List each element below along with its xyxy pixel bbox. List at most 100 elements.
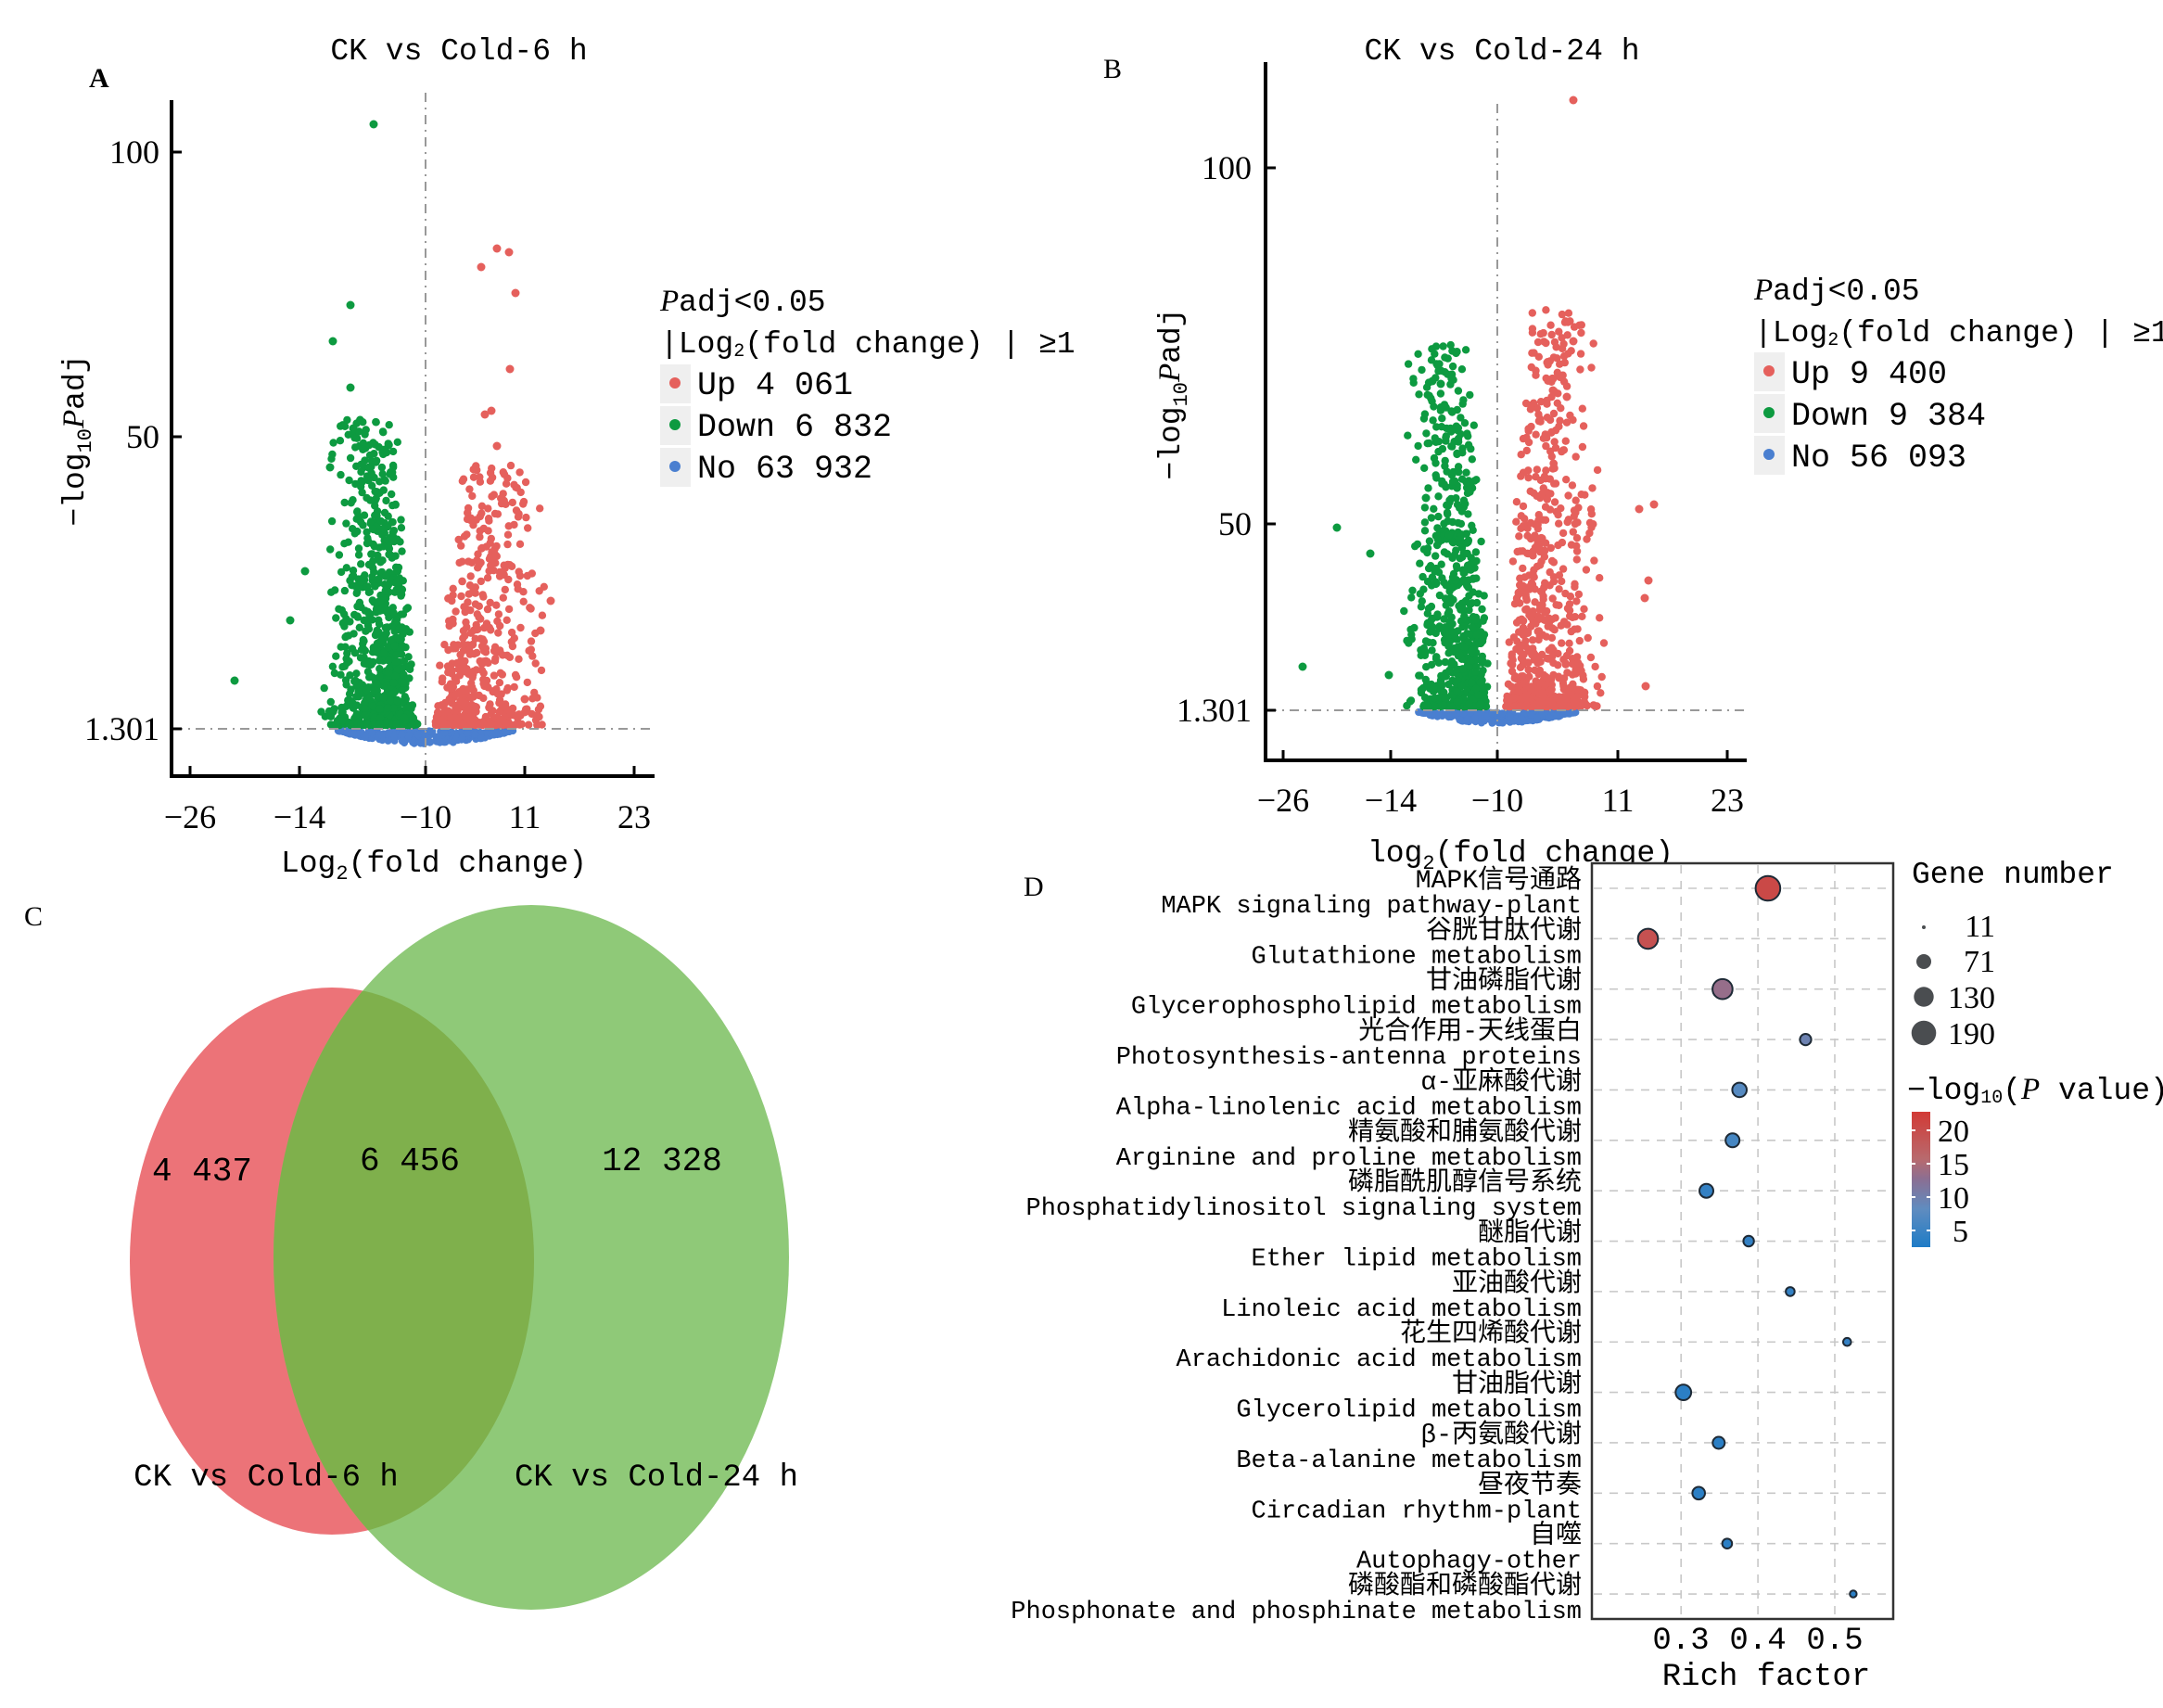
point-up [1533, 338, 1543, 347]
point-up [510, 682, 518, 692]
legend-label-up: Up 4 061 [697, 367, 853, 404]
size-key-label: 11 [1965, 910, 1995, 944]
point-down [358, 488, 366, 497]
point-down [364, 560, 374, 569]
point-up [463, 530, 471, 539]
point-up [464, 503, 473, 513]
bubble [1724, 1132, 1741, 1149]
y-axis-label-prefix: −log [1154, 406, 1189, 479]
legend-item-down: Down 6 832 [660, 406, 892, 446]
point-up [1548, 624, 1557, 632]
point-down [1431, 564, 1441, 573]
colorbar-label: 10 [1938, 1181, 1969, 1216]
chart-title-b: CK vs Cold-24 h [1364, 34, 1639, 69]
point-down [1429, 416, 1437, 425]
point-down [1424, 564, 1433, 573]
x-tick-label: 23 [1711, 782, 1744, 819]
point-up [1549, 459, 1559, 468]
point-up [1539, 592, 1547, 601]
point-down [1439, 342, 1447, 351]
point-up [1532, 430, 1540, 439]
point-down [363, 528, 371, 536]
point-up [528, 652, 537, 660]
point-down [392, 720, 401, 729]
point-up [461, 607, 469, 617]
point-down [380, 580, 389, 589]
point-up [1517, 472, 1525, 480]
point-down [1448, 583, 1457, 593]
point-down [365, 440, 374, 450]
point-down [363, 685, 371, 695]
point-down [364, 464, 374, 472]
point-up [501, 585, 509, 594]
point-down-outlier [1366, 549, 1375, 558]
point-no [1507, 713, 1514, 721]
point-up [449, 682, 458, 691]
point-down [1467, 554, 1475, 562]
point-up [1573, 658, 1583, 667]
point-down [338, 707, 347, 716]
point-no [390, 733, 398, 741]
legend-label-down: Down 9 384 [1791, 398, 1986, 435]
point-up [1538, 689, 1547, 697]
point-down [375, 720, 385, 729]
point-down [351, 443, 360, 452]
point-down [1453, 450, 1461, 459]
point-up [469, 465, 477, 474]
point-down-outlier [1428, 376, 1437, 386]
point-up [462, 664, 470, 673]
legend-subtitle-a: |Log2(fold change) | ≥1 [660, 327, 1075, 363]
point-up [468, 640, 477, 649]
point-down [1470, 421, 1479, 429]
point-down [388, 447, 398, 456]
point-down [365, 588, 375, 596]
legend-label-up: Up 9 400 [1791, 356, 1947, 393]
point-up [1519, 581, 1527, 590]
point-up [1572, 555, 1582, 564]
point-up [1516, 574, 1524, 582]
point-up [1517, 512, 1526, 520]
point-down [1434, 512, 1443, 521]
point-down [1434, 492, 1443, 501]
legend-subtitle-base: |Log [1754, 316, 1827, 351]
point-down [1457, 414, 1465, 422]
point-down [1430, 453, 1439, 463]
point-up [1561, 437, 1571, 445]
point-up [497, 494, 505, 503]
pathway-label-zh: 自噬 [1530, 1520, 1582, 1551]
point-no [1488, 709, 1496, 718]
point-up [1552, 343, 1560, 351]
point-up [490, 671, 499, 680]
point-up [1520, 657, 1528, 666]
point-up [476, 532, 484, 542]
point-up [1562, 418, 1571, 427]
x-axis-label-base: log [1368, 836, 1422, 871]
point-down [375, 665, 384, 673]
point-down [1466, 390, 1474, 400]
point-down [1428, 646, 1436, 655]
point-up [1582, 566, 1591, 574]
point-up [1583, 535, 1591, 543]
point-up [1524, 427, 1533, 435]
point-up [1536, 398, 1546, 406]
point-down [1425, 537, 1434, 545]
point-up [1522, 433, 1531, 442]
point-up [1538, 601, 1546, 609]
point-down [381, 572, 390, 580]
legend-b: Padj<0.05 |Log2(fold change) | ≥1 Up 9 4… [1753, 274, 2163, 477]
point-up [459, 627, 468, 635]
point-down [388, 490, 396, 499]
point-down [1471, 548, 1481, 556]
point-up [511, 711, 519, 720]
point-up [1542, 338, 1550, 348]
point-down [1456, 651, 1464, 659]
point-up [1561, 660, 1571, 669]
point-up-outlier [487, 406, 496, 415]
point-up [503, 651, 512, 659]
point-down [1407, 593, 1416, 602]
point-down [317, 707, 325, 716]
point-no [399, 736, 407, 745]
point-up [1512, 618, 1521, 627]
point-up [492, 601, 501, 609]
